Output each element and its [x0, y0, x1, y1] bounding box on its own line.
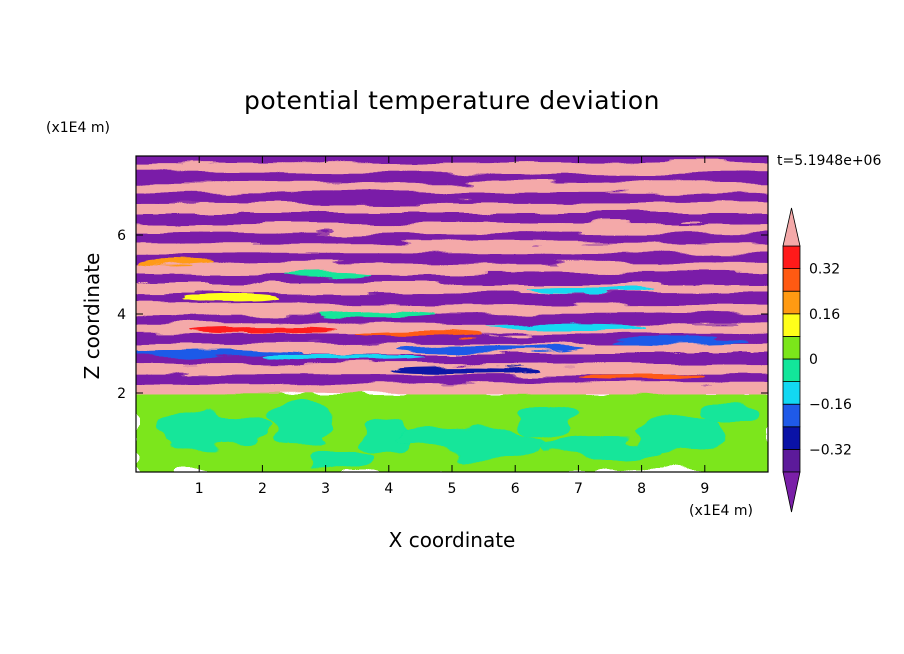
time-label: t=5.1948e+06	[777, 153, 882, 169]
field-band	[136, 282, 768, 294]
y-axis-ticks: 2 4 6	[117, 228, 768, 402]
field-band	[136, 252, 768, 264]
colorbar: 0.32 0.16 0 −0.16 −0.32	[782, 207, 852, 513]
x-axis-unit: (x1E4 m)	[689, 503, 753, 519]
field-band	[136, 222, 768, 234]
field-band	[136, 172, 768, 183]
x-tick-label: 8	[637, 481, 646, 497]
x-tick-label: 2	[258, 481, 267, 497]
field-blob	[312, 446, 377, 471]
field-band	[136, 182, 768, 193]
field-streak	[180, 295, 282, 302]
colorbar-swatch	[782, 403, 801, 428]
field-streak	[527, 287, 655, 294]
chart-title: potential temperature deviation	[244, 86, 660, 115]
y-tick-label: 4	[117, 307, 126, 323]
field-band	[136, 323, 768, 334]
colorbar-swatch	[782, 426, 801, 450]
x-tick-label: 1	[195, 481, 204, 497]
field-band	[136, 293, 768, 304]
field-band	[136, 202, 768, 213]
field-band	[136, 373, 768, 385]
colorbar-tick-label: 0.32	[809, 262, 840, 278]
field-band	[136, 232, 768, 244]
colorbar-swatch	[782, 245, 801, 270]
field-band	[136, 262, 768, 274]
field-streak	[357, 330, 484, 337]
field-blob	[395, 428, 547, 457]
colorbar-swatch	[782, 268, 801, 292]
colorbar-swatch	[782, 313, 801, 337]
field-streak	[186, 326, 339, 333]
colorbar-swatch	[782, 358, 801, 383]
field-blob	[540, 436, 667, 461]
x-tick-label: 6	[511, 481, 520, 497]
field-blob	[635, 414, 724, 451]
x-tick-label: 5	[448, 481, 457, 497]
field-upper-layer	[136, 156, 768, 395]
field-blob	[268, 398, 332, 443]
y-axis-unit: (x1E4 m)	[46, 120, 110, 136]
field-blob	[154, 410, 269, 447]
y-tick-label: 2	[117, 386, 126, 402]
colorbar-tick-label: 0.16	[809, 307, 840, 323]
field-band	[136, 192, 768, 203]
field-band	[136, 383, 768, 395]
x-tick-label: 3	[321, 481, 330, 497]
colorbar-swatch	[782, 335, 801, 360]
field-streak	[388, 366, 541, 373]
contour-field	[136, 156, 768, 472]
x-axis-ticks: 1 2 3 4 5 6 7 8 9	[195, 156, 709, 497]
field-streak	[483, 322, 648, 330]
field-band	[136, 333, 768, 344]
colorbar-extend-bottom	[782, 471, 801, 513]
colorbar-tick-label: −0.16	[809, 397, 852, 413]
colorbar-tick-label: 0	[809, 352, 818, 368]
field-band	[136, 313, 768, 324]
field-streak	[281, 271, 370, 278]
field-band	[136, 272, 768, 284]
field-blob	[704, 398, 756, 427]
colorbar-swatch	[782, 290, 801, 315]
colorbar-swatch	[782, 448, 801, 473]
colorbar-extend-top	[782, 207, 801, 247]
field-streak	[262, 354, 427, 361]
field-streak	[610, 338, 750, 345]
x-tick-label: 4	[384, 481, 393, 497]
field-band	[136, 242, 768, 254]
field-lower-layer	[136, 391, 768, 472]
y-tick-label: 6	[117, 228, 126, 244]
field-streak	[136, 259, 212, 266]
x-tick-label: 9	[700, 481, 709, 497]
x-tick-label: 7	[574, 481, 583, 497]
field-band	[136, 353, 768, 365]
colorbar-swatch	[782, 381, 801, 405]
x-axis-label: X coordinate	[388, 528, 516, 552]
field-streak	[319, 310, 434, 318]
colorbar-tick-label: −0.32	[809, 442, 852, 458]
field-band	[136, 162, 768, 173]
field-band	[136, 212, 768, 224]
field-blob	[518, 404, 576, 437]
field-streak	[395, 346, 585, 353]
field-streak	[136, 350, 301, 357]
field-band	[136, 303, 768, 314]
field-streak	[578, 374, 705, 381]
